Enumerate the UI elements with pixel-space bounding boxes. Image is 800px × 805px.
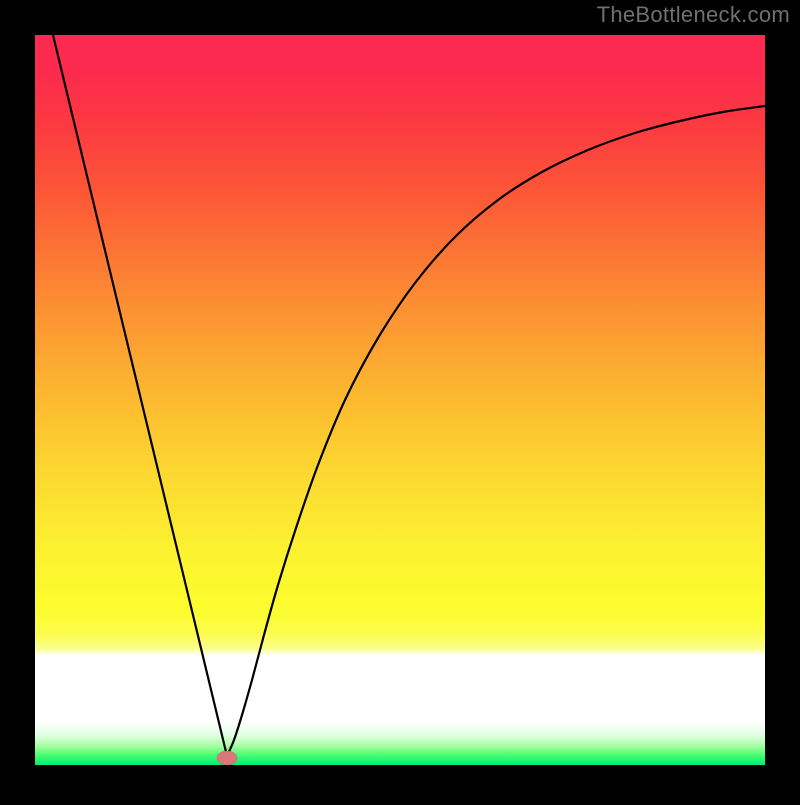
chart-svg — [0, 0, 800, 800]
minimum-marker — [217, 751, 237, 765]
watermark-text: TheBottleneck.com — [597, 2, 790, 28]
chart-container — [0, 0, 800, 800]
chart-gradient-background — [35, 35, 765, 765]
